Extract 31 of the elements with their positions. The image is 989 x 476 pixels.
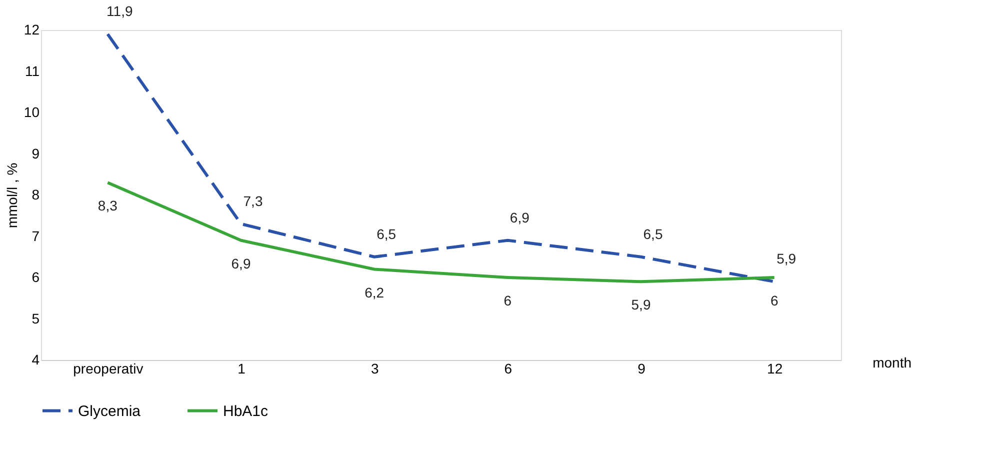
data-label: 6 <box>770 292 778 308</box>
y-tick-label: 10 <box>24 104 40 120</box>
x-tick-label: preoperativ <box>73 360 144 376</box>
data-label: 6 <box>504 292 512 308</box>
x-tick-label: 6 <box>504 360 512 376</box>
data-label: 6,2 <box>364 284 384 300</box>
y-tick-label: 11 <box>24 62 40 79</box>
x-tick-label: 3 <box>370 360 379 376</box>
y-tick-label: 9 <box>32 145 40 162</box>
data-label: 7,3 <box>243 192 263 209</box>
data-label: 6,5 <box>376 226 396 242</box>
y-tick-label: 12 <box>24 22 40 38</box>
data-label: 6,9 <box>510 209 530 226</box>
x-tick-label: 12 <box>767 360 783 376</box>
x-tick-label: 1 <box>238 360 246 376</box>
x-axis-title: month <box>872 354 912 370</box>
y-tick-label: 8 <box>32 186 40 202</box>
data-label: 6,9 <box>231 255 251 272</box>
x-tick-label: 9 <box>638 360 646 376</box>
y-axis-title: mmol/l , % <box>4 162 20 228</box>
y-tick-label: 7 <box>32 228 40 244</box>
legend-label: Glycemia <box>78 402 142 420</box>
y-tick-label: 6 <box>32 269 40 285</box>
y-tick-label: 4 <box>32 352 40 368</box>
y-tick-label: 5 <box>32 310 40 326</box>
data-label: 8,3 <box>98 198 118 214</box>
data-label: 6,5 <box>643 226 663 242</box>
data-label: 11,9 <box>106 3 133 20</box>
data-label: 5,9 <box>776 250 796 267</box>
legend-label: HbA1c <box>223 402 269 420</box>
data-label: 5,9 <box>631 296 651 313</box>
